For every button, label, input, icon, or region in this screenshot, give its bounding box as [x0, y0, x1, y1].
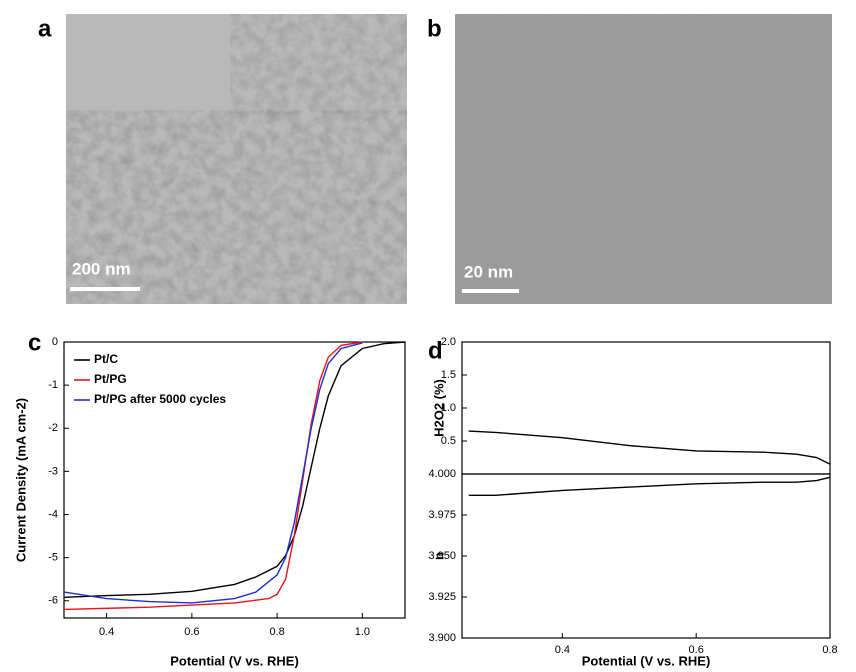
y-tick-label: 3.975: [428, 509, 456, 521]
legend-label: Pt/PG: [94, 372, 127, 386]
panel-label: c: [28, 329, 41, 356]
y-tick-label: 0.5: [441, 435, 456, 447]
legend-label: Pt/PG after 5000 cycles: [94, 392, 226, 406]
panel-label: d: [428, 337, 443, 364]
y-tick-label: 0: [52, 336, 58, 348]
y-axis-label: n: [431, 552, 446, 560]
curve: [63, 341, 363, 611]
y-tick-label: -6: [48, 595, 58, 607]
plot-frame: [461, 341, 831, 475]
plot-frame: [461, 473, 831, 639]
y-tick-label: 3.950: [428, 550, 456, 562]
y-axis-label: Current Density (mA cm-2): [13, 398, 28, 562]
y-tick-label: -3: [48, 465, 58, 477]
y-tick-label: -4: [48, 508, 58, 520]
legend-label: Pt/C: [94, 352, 118, 366]
x-tick-label: 1.0: [355, 626, 370, 638]
y-tick-label: -2: [48, 422, 58, 434]
x-tick-label: 0.8: [822, 644, 837, 656]
x-tick-label: 0.4: [99, 626, 114, 638]
y-tick-label: 3.900: [428, 632, 456, 644]
y-tick-label: 3.925: [428, 591, 456, 603]
plot-frame: [63, 341, 406, 619]
tem-image-a: 200 nm: [66, 14, 407, 304]
y-axis-label: H2O2 (%): [431, 379, 446, 437]
x-axis-label: Potential (V vs. RHE): [582, 653, 711, 668]
scale-bar-label: 200 nm: [72, 259, 131, 278]
x-tick-label: 0.4: [555, 644, 570, 656]
panel-label: a: [38, 15, 52, 42]
y-tick-label: 2.0: [441, 336, 456, 348]
tem-image-b: 20 nm: [455, 14, 832, 304]
y-tick-label: 1.5: [441, 369, 456, 381]
x-tick-label: 0.6: [689, 644, 704, 656]
y-tick-label: -1: [48, 379, 58, 391]
curve: [63, 342, 363, 604]
x-tick-label: 0.8: [269, 626, 284, 638]
scale-bar-label: 20 nm: [464, 262, 513, 281]
x-tick-label: 0.6: [184, 626, 199, 638]
curve: [468, 430, 831, 465]
y-tick-label: 4.000: [428, 468, 456, 480]
curve: [468, 476, 831, 496]
panel-label: b: [427, 15, 442, 42]
x-axis-label: Potential (V vs. RHE): [170, 653, 299, 668]
y-tick-label: 1.0: [441, 402, 456, 414]
y-tick-label: -5: [48, 552, 58, 564]
